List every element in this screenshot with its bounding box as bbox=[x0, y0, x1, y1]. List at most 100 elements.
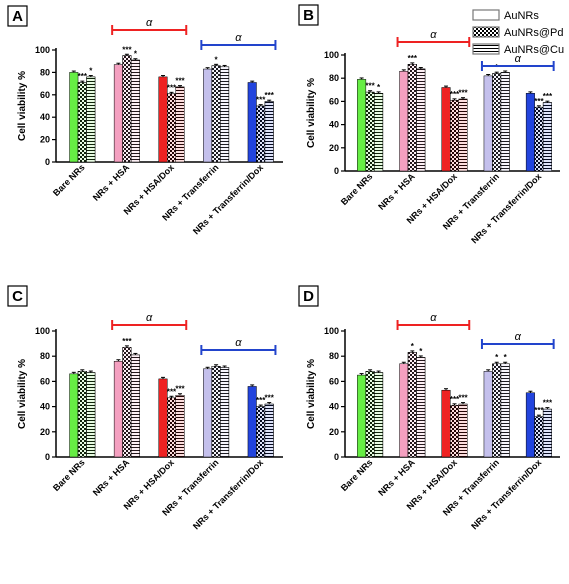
y-tick-label: 100 bbox=[35, 45, 50, 55]
bar-2-1 bbox=[113, 360, 123, 458]
bar-4-1 bbox=[203, 68, 213, 163]
y-tick-label: 60 bbox=[329, 96, 339, 106]
chart-panel-d: D 0 20 40 60 80 100 Cell viability % Bare NRs * * N… bbox=[298, 285, 560, 531]
bar-pattern-1-2 bbox=[77, 82, 87, 163]
panel-letter-box bbox=[298, 4, 319, 26]
bar-pattern-5-3 bbox=[264, 403, 274, 458]
y-tick-label: 0 bbox=[45, 157, 50, 167]
bar-1-1 bbox=[69, 72, 79, 163]
legend-swatch-2 bbox=[472, 26, 500, 38]
category-label: NRs + HSA bbox=[376, 457, 417, 498]
y-axis-label: Cell viability % bbox=[17, 71, 28, 141]
bar-pattern-4-3 bbox=[220, 66, 230, 163]
bar-pattern-5-2 bbox=[256, 406, 266, 458]
significance-marker: * bbox=[504, 353, 508, 362]
bar-pattern-3-3 bbox=[458, 98, 468, 172]
bar-pattern-2-2 bbox=[122, 55, 132, 163]
chart-panel-c: C 0 20 40 60 80 100 Cell viability % Bare NRs ***… bbox=[7, 285, 283, 531]
bar-pattern-2-2 bbox=[407, 64, 417, 172]
bracket-label: α bbox=[235, 32, 242, 44]
significance-marker: * bbox=[215, 55, 219, 64]
bar-pattern-3-3 bbox=[175, 395, 185, 458]
significance-marker: *** bbox=[534, 406, 544, 415]
bar-pattern-4-2 bbox=[211, 65, 221, 163]
bar-pattern-1-2 bbox=[365, 91, 375, 172]
bar-pattern-5-2 bbox=[534, 106, 544, 172]
y-tick-label: 40 bbox=[329, 402, 339, 412]
bar-pattern-4-2 bbox=[211, 366, 221, 458]
legend-label-3: AuNRs@Cu bbox=[504, 44, 564, 56]
bar-4-1 bbox=[483, 371, 493, 458]
significance-marker: * bbox=[419, 347, 423, 356]
legend-swatch-1 bbox=[472, 9, 500, 21]
significance-marker: *** bbox=[458, 394, 468, 403]
bar-pattern-2-3 bbox=[416, 68, 426, 172]
significance-marker: *** bbox=[365, 82, 375, 91]
category-label: Bare NRs bbox=[339, 171, 375, 207]
bracket-label: α bbox=[515, 53, 522, 65]
y-tick-label: 0 bbox=[334, 166, 339, 176]
bar-pattern-1-3 bbox=[374, 372, 384, 458]
bracket-label: α bbox=[515, 331, 522, 343]
bracket-label: α bbox=[146, 312, 153, 324]
y-tick-label: 60 bbox=[329, 376, 339, 386]
y-tick-label: 60 bbox=[40, 376, 50, 386]
category-label: Bare NRs bbox=[51, 457, 87, 493]
legend: AuNRs AuNRs@Pd AuNRs@Cu bbox=[472, 9, 564, 56]
bar-1-1 bbox=[357, 79, 367, 172]
bar-pattern-1-3 bbox=[86, 76, 96, 163]
bar-pattern-4-2 bbox=[492, 73, 502, 172]
significance-marker: * bbox=[377, 83, 381, 92]
y-tick-label: 0 bbox=[334, 452, 339, 462]
significance-marker: *** bbox=[167, 83, 177, 92]
y-tick-label: 80 bbox=[329, 351, 339, 361]
panel-letter-box bbox=[7, 5, 28, 27]
category-label: NRs + HSA bbox=[91, 457, 132, 498]
bar-pattern-3-2 bbox=[167, 93, 176, 163]
significance-marker: * bbox=[495, 353, 499, 362]
significance-marker: *** bbox=[543, 92, 553, 101]
panel-letter-box bbox=[7, 285, 28, 307]
y-axis-label: Cell viability % bbox=[306, 359, 317, 429]
bar-2-1 bbox=[113, 64, 123, 163]
bar-pattern-4-3 bbox=[220, 367, 230, 458]
bar-pattern-4-2 bbox=[492, 363, 502, 458]
y-tick-label: 100 bbox=[324, 326, 339, 336]
category-label: NRs + HSA bbox=[91, 162, 132, 203]
bar-pattern-3-3 bbox=[458, 403, 468, 458]
bracket-label: α bbox=[146, 17, 153, 29]
significance-marker: * bbox=[411, 342, 415, 351]
bracket-label: α bbox=[430, 312, 437, 324]
bar-5-1 bbox=[525, 392, 535, 458]
y-tick-label: 60 bbox=[40, 90, 50, 100]
y-tick-label: 40 bbox=[40, 112, 50, 122]
category-label: NRs + Transferrin/Dox bbox=[469, 457, 543, 531]
bar-pattern-2-2 bbox=[122, 347, 132, 458]
bar-pattern-4-3 bbox=[500, 72, 510, 172]
panel-letter: B bbox=[303, 7, 314, 24]
y-tick-label: 20 bbox=[329, 427, 339, 437]
bar-pattern-2-3 bbox=[130, 354, 140, 458]
bar-1-1 bbox=[69, 373, 79, 458]
significance-marker: *** bbox=[256, 96, 266, 105]
bar-pattern-4-3 bbox=[500, 363, 510, 458]
significance-marker: *** bbox=[534, 97, 544, 106]
legend-label-1: AuNRs bbox=[504, 10, 539, 22]
y-tick-label: 100 bbox=[324, 50, 339, 60]
bar-pattern-3-2 bbox=[450, 405, 459, 458]
bar-4-1 bbox=[483, 75, 493, 172]
bar-pattern-1-3 bbox=[86, 372, 96, 458]
bar-pattern-5-2 bbox=[534, 416, 544, 458]
bracket-label: α bbox=[235, 337, 242, 349]
significance-marker: *** bbox=[122, 337, 132, 346]
bar-pattern-5-3 bbox=[264, 101, 274, 163]
legend-swatch-3 bbox=[472, 43, 500, 55]
significance-marker: *** bbox=[122, 45, 132, 54]
category-label: Bare NRs bbox=[51, 162, 87, 198]
significance-marker: *** bbox=[450, 90, 460, 99]
category-label: Bare NRs bbox=[339, 457, 375, 493]
category-label: NRs + HSA bbox=[376, 171, 417, 212]
